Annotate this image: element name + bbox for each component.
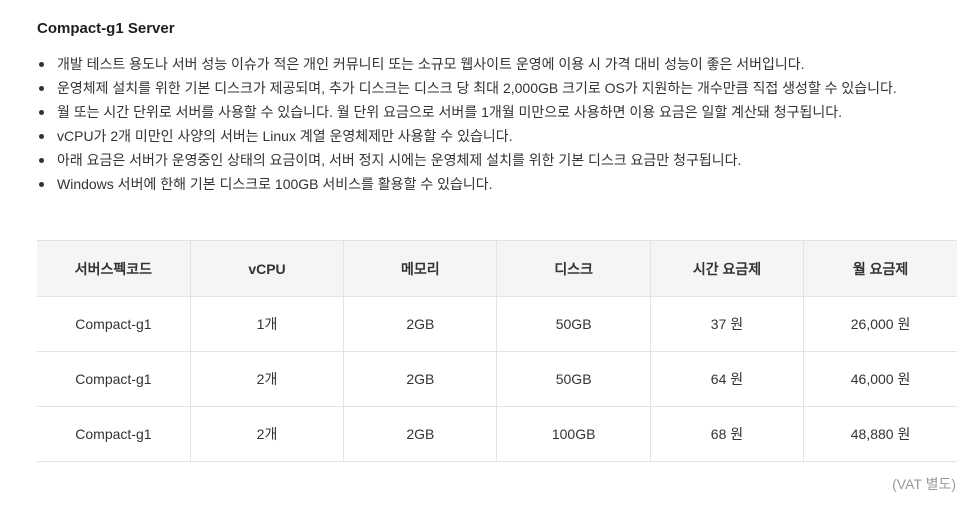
- feature-list-item: 개발 테스트 용도나 서버 성능 이슈가 적은 개인 커뮤니티 또는 소규모 웹…: [37, 52, 949, 76]
- table-row: Compact-g1 2개 2GB 50GB 64 원 46,000 원: [37, 351, 957, 407]
- cell-hourly-price: 68 원: [649, 406, 804, 462]
- header-disk: 디스크: [496, 240, 651, 297]
- feature-list-item: Windows 서버에 한해 기본 디스크로 100GB 서비스를 활용할 수 …: [37, 172, 949, 196]
- vat-note: (VAT 별도): [892, 476, 956, 492]
- pricing-table: 서버스펙코드 vCPU 메모리 디스크 시간 요금제 월 요금제 Compact…: [37, 240, 957, 462]
- header-monthly-price: 월 요금제: [803, 240, 957, 297]
- header-spec-code: 서버스펙코드: [37, 240, 191, 297]
- cell-memory: 2GB: [343, 406, 497, 462]
- cell-monthly-price: 46,000 원: [803, 351, 957, 407]
- cell-monthly-price: 48,880 원: [803, 406, 957, 462]
- feature-list-item: 아래 요금은 서버가 운영중인 상태의 요금이며, 서버 정지 시에는 운영체제…: [37, 148, 949, 172]
- cell-vcpu: 1개: [189, 296, 344, 352]
- cell-monthly-price: 26,000 원: [803, 296, 957, 352]
- cell-vcpu: 2개: [189, 351, 344, 407]
- cell-vcpu: 2개: [189, 406, 344, 462]
- cell-spec-code: Compact-g1: [37, 296, 191, 352]
- feature-list-item: 월 또는 시간 단위로 서버를 사용할 수 있습니다. 월 단위 요금으로 서버…: [37, 100, 949, 124]
- feature-list-item: vCPU가 2개 미만인 사양의 서버는 Linux 계열 운영체제만 사용할 …: [37, 124, 949, 148]
- cell-memory: 2GB: [343, 351, 497, 407]
- header-vcpu: vCPU: [189, 240, 344, 297]
- header-memory: 메모리: [343, 240, 497, 297]
- cell-spec-code: Compact-g1: [37, 406, 191, 462]
- section-title: Compact-g1 Server: [37, 20, 175, 37]
- cell-disk: 100GB: [496, 406, 651, 462]
- cell-hourly-price: 64 원: [649, 351, 804, 407]
- table-row: Compact-g1 2개 2GB 100GB 68 원 48,880 원: [37, 406, 957, 462]
- cell-disk: 50GB: [496, 296, 651, 352]
- feature-list-item: 운영체제 설치를 위한 기본 디스크가 제공되며, 추가 디스크는 디스크 당 …: [37, 76, 949, 100]
- cell-memory: 2GB: [343, 296, 497, 352]
- table-header-row: 서버스펙코드 vCPU 메모리 디스크 시간 요금제 월 요금제: [37, 240, 957, 297]
- cell-hourly-price: 37 원: [649, 296, 804, 352]
- cell-disk: 50GB: [496, 351, 651, 407]
- feature-list: 개발 테스트 용도나 서버 성능 이슈가 적은 개인 커뮤니티 또는 소규모 웹…: [37, 52, 949, 196]
- table-row: Compact-g1 1개 2GB 50GB 37 원 26,000 원: [37, 296, 957, 352]
- header-hourly-price: 시간 요금제: [649, 240, 804, 297]
- cell-spec-code: Compact-g1: [37, 351, 191, 407]
